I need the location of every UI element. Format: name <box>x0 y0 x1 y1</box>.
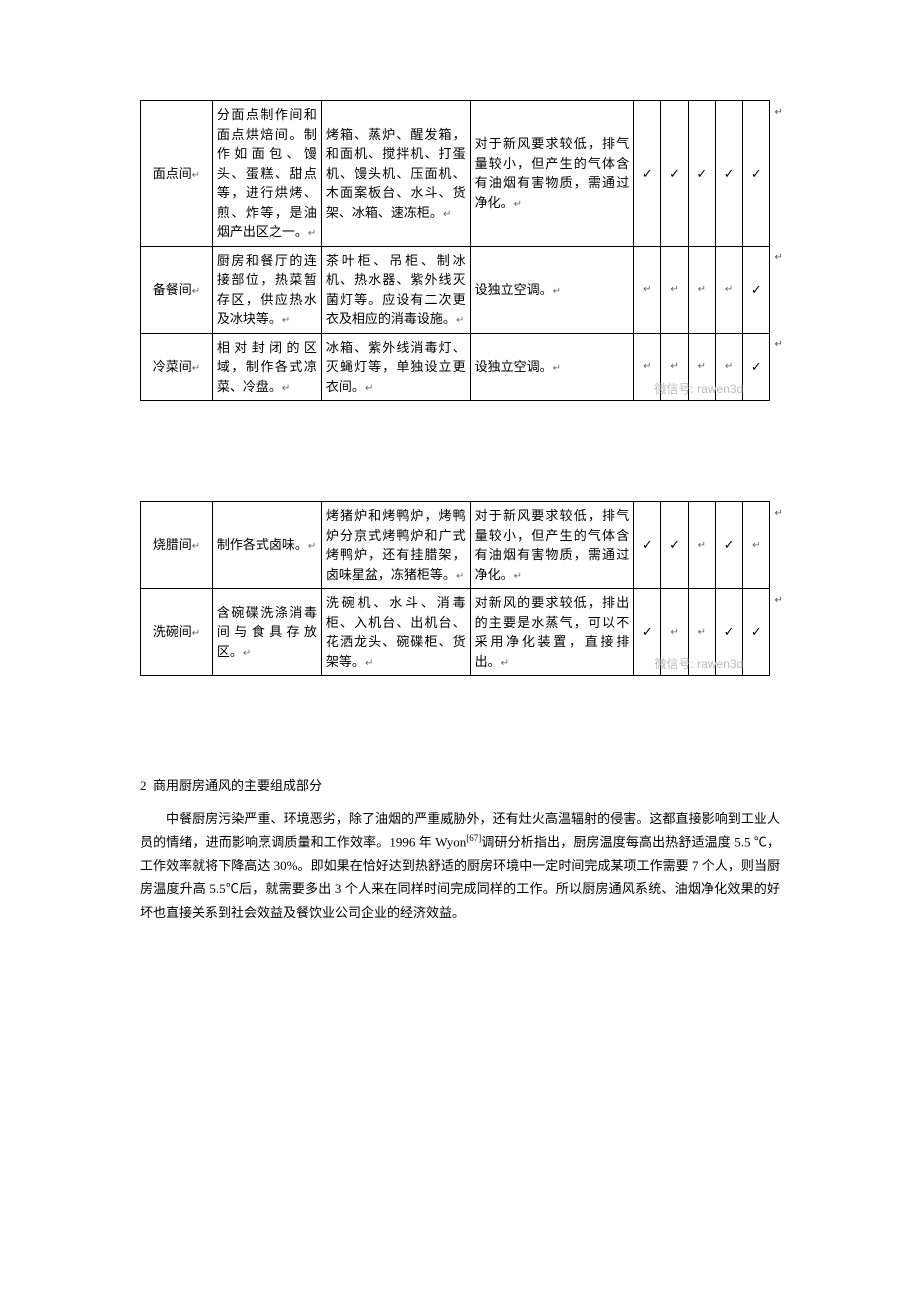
enter-mark: ↵ <box>282 315 290 326</box>
equip-text: 洗碗机、水斗、消毒柜、入机台、出机台、花洒龙头、碗碟柜、货架等。 <box>326 595 466 669</box>
room-name: 备餐间 <box>153 282 192 297</box>
check-cell: ↵ <box>661 246 688 333</box>
cell-equip: 烤箱、蒸炉、醒发箱，和面机、搅拌机、打蛋机、馒头机、压面机、木面案板台、水斗、货… <box>321 101 470 247</box>
enter-mark: ↵ <box>514 571 522 582</box>
cell-equip: 茶叶柜、吊柜、制冰机、热水器、紫外线灭菌灯等。应设有二次更衣及相应的消毒设施。↵ <box>321 246 470 333</box>
table-row: 冷菜间↵ 相对封闭的区域，制作各式凉菜、冷盘。↵ 冰箱、紫外线消毒灯、灭蝇灯等，… <box>141 333 781 401</box>
cell-name: 烧腊间↵ <box>141 502 213 589</box>
cell-name: 面点间↵ <box>141 101 213 247</box>
desc-text: 厨房和餐厅的连接部位，热菜暂存区，供应热水及冰块等。 <box>217 253 317 327</box>
enter-mark: ↵ <box>553 363 561 374</box>
check-cell: ✓ <box>634 502 661 589</box>
enter-mark: ↵ <box>365 383 373 394</box>
cell-vent: 对于新风要求较低，排气量较小，但产生的气体含有油烟有害物质，需通过净化。↵ <box>470 101 634 247</box>
desc-text: 含碗碟洗涤消毒间与食具存放区。 <box>217 605 317 659</box>
kitchen-areas-table-2: 烧腊间↵ 制作各式卤味。↵ 烤猪炉和烤鸭炉，烤鸭炉分京式烤鸭炉和广式烤鸭炉，还有… <box>140 501 780 676</box>
body-paragraph: 中餐厨房污染严重、环境恶劣，除了油烟的严重威胁外，还有灶火高温辐射的侵害。这都直… <box>140 807 780 924</box>
enter-mark: ↵ <box>456 571 464 582</box>
vent-text: 设独立空调。 <box>475 282 553 297</box>
check-cell: ✓ <box>688 101 715 247</box>
desc-text: 分面点制作间和面点烘焙间。制作如面包、馒头、蛋糕、甜点等，进行烘烤、煎、炸等，是… <box>217 107 317 239</box>
cell-vent: 对新风的要求较低，排出的主要是水蒸气，可以不采用净化装置，直接排出。↵ 微信号:… <box>470 589 634 676</box>
enter-mark: ↵ <box>192 286 200 297</box>
check-cell: ✓ <box>743 101 770 247</box>
check-cell: ✓ <box>743 246 770 333</box>
enter-mark: ↵ <box>553 286 561 297</box>
equip-text: 烤箱、蒸炉、醒发箱，和面机、搅拌机、打蛋机、馒头机、压面机、木面案板台、水斗、货… <box>326 127 466 220</box>
enter-mark: ↵ <box>192 363 200 374</box>
enter-mark: ↵ <box>443 209 451 220</box>
end-cell: ↵ <box>770 101 780 247</box>
cell-vent: 设独立空调。↵ 微信号: rawen3d <box>470 333 634 401</box>
enter-mark: ↵ <box>365 658 373 669</box>
cell-desc: 厨房和餐厅的连接部位，热菜暂存区，供应热水及冰块等。↵ <box>212 246 321 333</box>
desc-text: 相对封闭的区域，制作各式凉菜、冷盘。 <box>217 340 317 394</box>
watermark-text: 微信号: rawen3d <box>655 655 744 673</box>
enter-mark: ↵ <box>308 541 316 552</box>
table-row: 烧腊间↵ 制作各式卤味。↵ 烤猪炉和烤鸭炉，烤鸭炉分京式烤鸭炉和广式烤鸭炉，还有… <box>141 502 781 589</box>
room-name: 冷菜间 <box>153 359 192 374</box>
check-cell: ↵ <box>715 246 742 333</box>
kitchen-areas-table-1: 面点间↵ 分面点制作间和面点烘焙间。制作如面包、馒头、蛋糕、甜点等，进行烘烤、煎… <box>140 100 780 401</box>
check-cell: ✓ <box>743 333 770 401</box>
enter-mark: ↵ <box>243 648 251 659</box>
cell-vent: 设独立空调。↵ <box>470 246 634 333</box>
check-cell: ↵ <box>688 502 715 589</box>
cell-desc: 制作各式卤味。↵ <box>212 502 321 589</box>
end-cell: ↵ <box>770 333 780 401</box>
enter-mark: ↵ <box>192 628 200 639</box>
check-cell: ✓ <box>743 589 770 676</box>
equip-text: 茶叶柜、吊柜、制冰机、热水器、紫外线灭菌灯等。应设有二次更衣及相应的消毒设施。 <box>326 253 466 327</box>
end-cell: ↵ <box>770 246 780 333</box>
cell-desc: 含碗碟洗涤消毒间与食具存放区。↵ <box>212 589 321 676</box>
room-name: 烧腊间 <box>153 537 192 552</box>
cell-equip: 洗碗机、水斗、消毒柜、入机台、出机台、花洒龙头、碗碟柜、货架等。↵ <box>321 589 470 676</box>
reference-sup: [67] <box>466 833 481 843</box>
check-cell: ↵ <box>634 246 661 333</box>
vent-text: 对于新风要求较低，排气量较小，但产生的气体含有油烟有害物质，需通过净化。 <box>475 508 630 582</box>
vent-text: 对于新风要求较低，排气量较小，但产生的气体含有油烟有害物质，需通过净化。 <box>475 136 630 210</box>
equip-text: 烤猪炉和烤鸭炉，烤鸭炉分京式烤鸭炉和广式烤鸭炉，还有挂腊架，卤味星盆，冻猪柜等。 <box>326 508 466 582</box>
room-name: 面点间 <box>153 166 192 181</box>
section-title-text: 商用厨房通风的主要组成部分 <box>153 778 322 793</box>
equip-text: 冰箱、紫外线消毒灯、灭蝇灯等，单独设立更衣间。 <box>326 340 466 394</box>
check-cell: ✓ <box>661 101 688 247</box>
desc-text: 制作各式卤味。 <box>217 537 308 552</box>
enter-mark: ↵ <box>192 541 200 552</box>
enter-mark: ↵ <box>282 383 290 394</box>
enter-mark: ↵ <box>501 658 509 669</box>
check-cell: ✓ <box>634 101 661 247</box>
enter-mark: ↵ <box>514 199 522 210</box>
check-cell: ✓ <box>661 502 688 589</box>
cell-vent: 对于新风要求较低，排气量较小，但产生的气体含有油烟有害物质，需通过净化。↵ <box>470 502 634 589</box>
end-cell: ↵ <box>770 589 780 676</box>
cell-equip: 冰箱、紫外线消毒灯、灭蝇灯等，单独设立更衣间。↵ <box>321 333 470 401</box>
check-cell: ✓ <box>715 502 742 589</box>
vent-text: 设独立空调。 <box>475 359 553 374</box>
check-cell: ↵ <box>743 502 770 589</box>
room-name: 洗碗间 <box>153 624 192 639</box>
cell-equip: 烤猪炉和烤鸭炉，烤鸭炉分京式烤鸭炉和广式烤鸭炉，还有挂腊架，卤味星盆，冻猪柜等。… <box>321 502 470 589</box>
enter-mark: ↵ <box>192 170 200 181</box>
watermark-text: 微信号: rawen3d <box>655 380 744 398</box>
enter-mark: ↵ <box>456 315 464 326</box>
table-row: 洗碗间↵ 含碗碟洗涤消毒间与食具存放区。↵ 洗碗机、水斗、消毒柜、入机台、出机台… <box>141 589 781 676</box>
cell-desc: 相对封闭的区域，制作各式凉菜、冷盘。↵ <box>212 333 321 401</box>
cell-name: 备餐间↵ <box>141 246 213 333</box>
cell-name: 洗碗间↵ <box>141 589 213 676</box>
enter-mark: ↵ <box>308 228 316 239</box>
vent-text: 对新风的要求较低，排出的主要是水蒸气，可以不采用净化装置，直接排出。 <box>475 595 630 669</box>
table-row: 面点间↵ 分面点制作间和面点烘焙间。制作如面包、馒头、蛋糕、甜点等，进行烘烤、煎… <box>141 101 781 247</box>
check-cell: ✓ <box>715 101 742 247</box>
end-cell: ↵ <box>770 502 780 589</box>
check-cell: ↵ <box>688 246 715 333</box>
section-heading: 2 商用厨房通风的主要组成部分 <box>140 776 780 797</box>
cell-desc: 分面点制作间和面点烘焙间。制作如面包、馒头、蛋糕、甜点等，进行烘烤、煎、炸等，是… <box>212 101 321 247</box>
cell-name: 冷菜间↵ <box>141 333 213 401</box>
table-row: 备餐间↵ 厨房和餐厅的连接部位，热菜暂存区，供应热水及冰块等。↵ 茶叶柜、吊柜、… <box>141 246 781 333</box>
section-number: 2 <box>140 778 147 793</box>
